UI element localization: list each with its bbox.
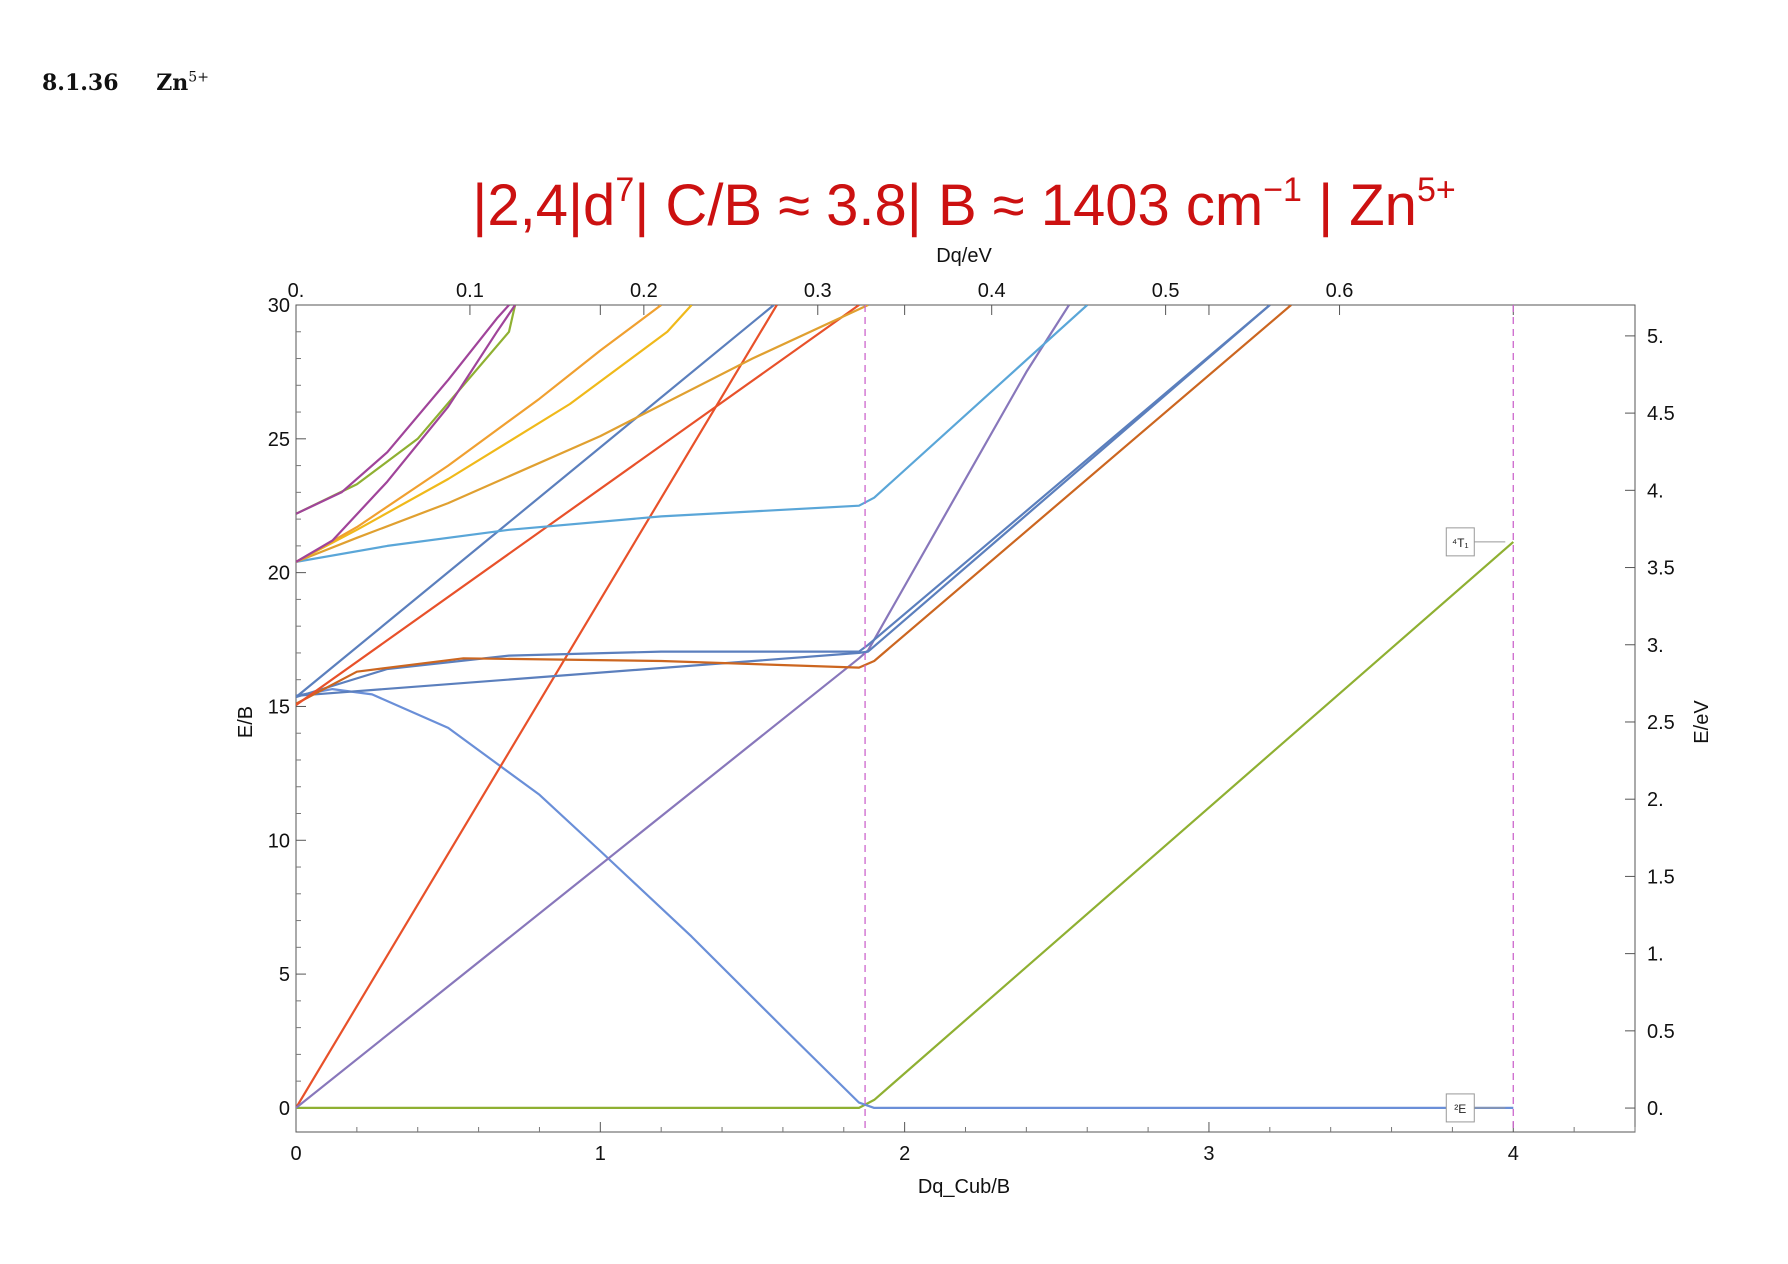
x-tick-label: 4: [1508, 1143, 1519, 1165]
top-tick-label: 0.2: [630, 280, 658, 302]
top-tick-label: 0.1: [456, 280, 484, 302]
x-tick-label: 3: [1203, 1143, 1214, 1165]
right-tick-label: 2.: [1647, 789, 1664, 811]
y-tick-label: 0: [279, 1098, 290, 1120]
section-heading: 8.1.36 Zn5+: [42, 70, 209, 96]
x-tick-label: 1: [595, 1143, 606, 1165]
right-tick-label: 3.: [1647, 635, 1664, 657]
series-line-6: [296, 305, 1271, 699]
series-line-5: [296, 305, 1271, 697]
term-label-text: ⁴T₁: [1452, 536, 1469, 550]
series-line-15: [296, 305, 510, 515]
y-tick-label: 10: [268, 830, 290, 852]
top-tick-label: 0.: [288, 280, 305, 302]
y-axis-title: E/B: [235, 706, 257, 738]
right-tick-label: 1.5: [1647, 866, 1675, 888]
series-line-3: [296, 305, 778, 1109]
x-tick-label: 0: [290, 1143, 301, 1165]
series-line-9: [296, 305, 775, 698]
chart-title-part2: | C/B ≈ 3.8| B ≈ 1403 cm: [634, 173, 1263, 238]
right-tick-label: 1.: [1647, 944, 1664, 966]
y-tick-label: 30: [268, 295, 290, 317]
series-line-2: [296, 688, 1514, 1109]
y-tick-label: 20: [268, 563, 290, 585]
right-tick-label: 3.5: [1647, 558, 1675, 580]
y-tick-label: 25: [268, 429, 290, 451]
section-ion-base: Zn: [156, 70, 189, 97]
y-tick-label: 15: [268, 696, 290, 718]
x-axis-title: Dq_Cub/B: [918, 1176, 1010, 1198]
right-tick-label: 4.5: [1647, 403, 1675, 425]
right-tick-label: 2.5: [1647, 712, 1675, 734]
series-group: [296, 305, 1515, 1109]
top-tick-label: 0.6: [1326, 280, 1354, 302]
chart-title-sup2: −1: [1263, 171, 1302, 209]
right-tick-label: 4.: [1647, 480, 1664, 502]
series-line-7: [296, 305, 1292, 705]
series-line-11: [296, 305, 869, 563]
series-line-13: [296, 305, 662, 563]
series-line-16: [296, 305, 517, 563]
right-axis-title: E/eV: [1691, 700, 1713, 744]
section-ion-charge: 5+: [188, 70, 209, 86]
top-tick-label: 0.5: [1152, 280, 1180, 302]
chart-title-sup1: 7: [615, 171, 634, 209]
chart-title-part1: |2,4|d: [472, 173, 615, 238]
term-label-box: [1445, 1093, 1475, 1123]
top-tick-label: 0.3: [804, 280, 832, 302]
series-line-8: [296, 305, 860, 706]
term-label-text: ²E: [1454, 1102, 1466, 1116]
term-label-box: [1445, 527, 1475, 557]
series-line-10: [296, 305, 1088, 563]
series-line-1: [296, 541, 1515, 1109]
section-number: 8.1.36: [42, 70, 119, 97]
top-axis-title: Dq/eV: [936, 245, 992, 267]
chart-title-part3: | Zn: [1302, 173, 1417, 238]
section-ion: Zn5+: [156, 70, 209, 96]
top-tick-label: 0.4: [978, 280, 1006, 302]
chart-title: |2,4|d7| C/B ≈ 3.8| B ≈ 1403 cm−1 | Zn5+: [472, 171, 1455, 238]
right-tick-label: 0.: [1647, 1098, 1664, 1120]
x-tick-label: 2: [899, 1143, 910, 1165]
y-tick-label: 5: [279, 964, 290, 986]
chart-title-sup3: 5+: [1417, 171, 1456, 209]
right-tick-label: 5.: [1647, 326, 1664, 348]
series-line-12: [296, 305, 693, 563]
right-tick-label: 0.5: [1647, 1021, 1675, 1043]
